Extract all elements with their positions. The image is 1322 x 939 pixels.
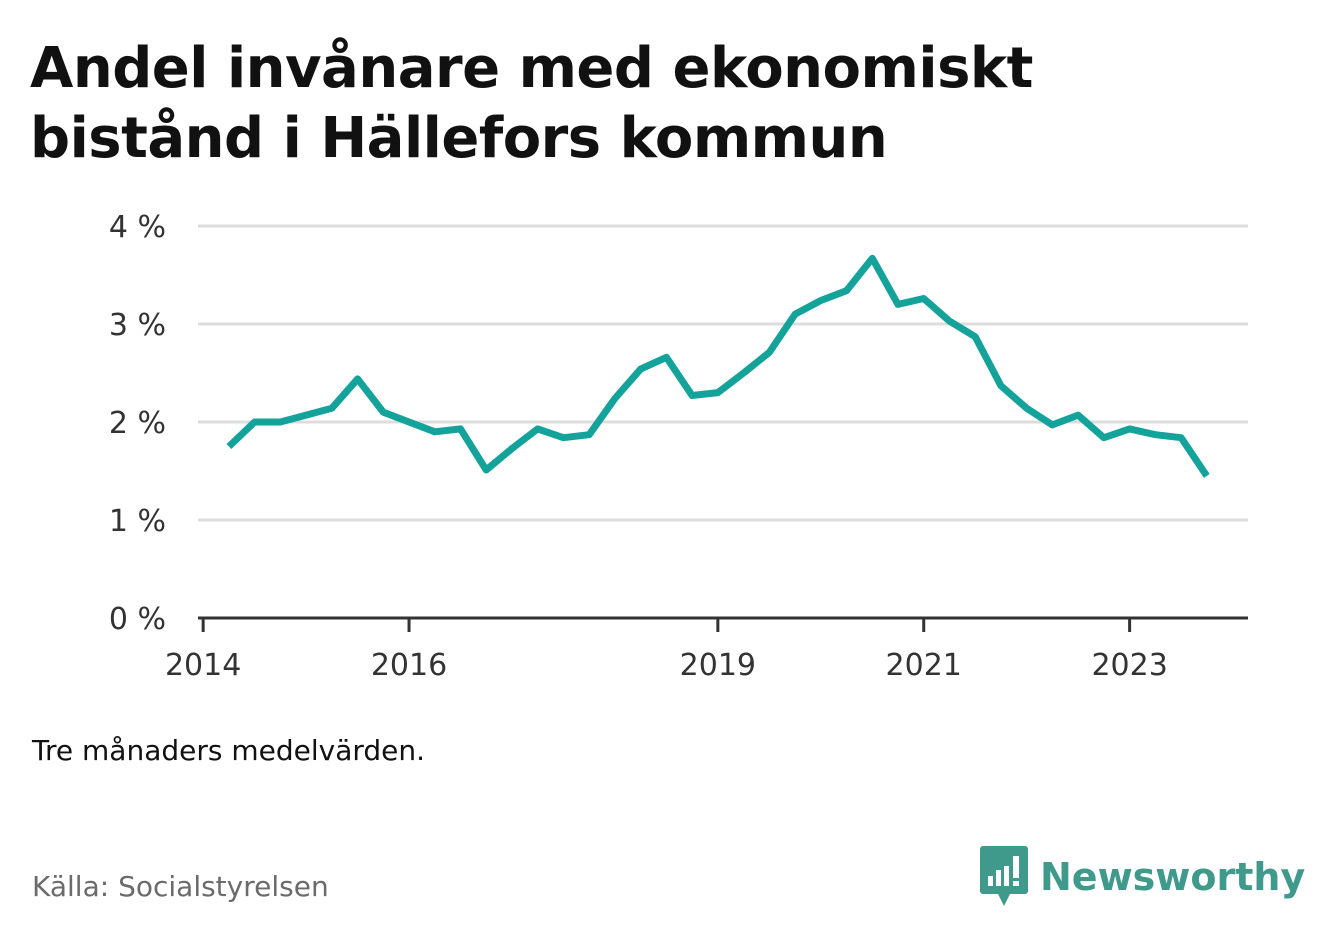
x-tick-label: 2021 [886, 648, 962, 683]
x-tick-label: 2019 [680, 648, 756, 683]
brand-name: Newsworthy [1040, 855, 1306, 899]
x-axis [198, 616, 1248, 632]
x-tick-label: 2014 [165, 648, 241, 683]
source-credit: Källa: Socialstyrelsen [32, 870, 329, 903]
chart-note: Tre månaders medelvärden. [32, 734, 426, 767]
chart-title: Andel invånare med ekonomiskt bistånd i … [30, 36, 1033, 171]
x-tick-label: 2023 [1091, 648, 1167, 683]
y-tick-label: 4 % [109, 210, 166, 245]
y-tick-label: 1 % [109, 504, 166, 539]
x-tick-label: 2016 [371, 648, 447, 683]
series-lines [226, 254, 1210, 478]
y-tick-label: 0 % [109, 602, 166, 637]
x-axis-tick-labels: 2014 2016 2019 2021 2023 [165, 648, 1168, 683]
y-tick-label: 2 % [109, 406, 166, 441]
y-axis-tick-labels: 0 % 1 % 2 % 3 % 4 % [109, 210, 166, 637]
newsworthy-logo-icon [980, 846, 1028, 906]
brand-logo: Newsworthy [980, 846, 1305, 908]
y-tick-label: 3 % [109, 308, 166, 343]
series-line-0 [226, 254, 1210, 478]
grid-lines [198, 224, 1248, 522]
